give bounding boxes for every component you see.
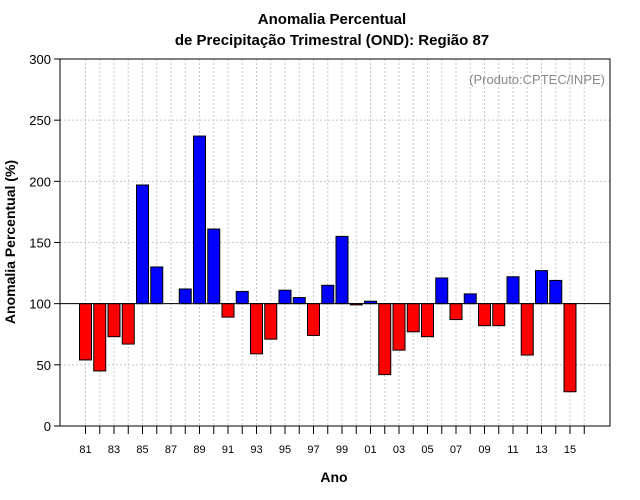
bar-90: [207, 228, 221, 305]
chart-title-line2: de Precipitação Trimestral (OND): Região…: [175, 32, 489, 49]
bar-83: [107, 303, 121, 338]
grid: [60, 59, 610, 426]
bar-97: [307, 303, 320, 336]
x-axis-title: Ano: [320, 469, 347, 485]
bar-04: [406, 303, 420, 333]
y-tick-label: 50: [37, 358, 51, 373]
bar-15: [563, 303, 577, 393]
x-tick-label: 87: [165, 444, 177, 456]
x-tick-label: 01: [364, 444, 376, 456]
x-tick-label: 97: [307, 444, 319, 456]
bar-89: [193, 135, 206, 305]
bar-10: [492, 303, 506, 327]
x-tick-label: 99: [336, 444, 348, 456]
bar-81: [79, 303, 92, 361]
y-tick-label: 100: [29, 297, 51, 312]
y-axis-title: Anomalia Percentual (%): [2, 160, 18, 324]
bar-02: [378, 303, 392, 376]
bar-82: [93, 303, 107, 372]
bar-05: [421, 303, 434, 338]
bar-93: [250, 303, 263, 355]
bar-94: [264, 303, 278, 340]
x-tick-label: 93: [250, 444, 262, 456]
bar-98: [321, 284, 335, 305]
bar-08: [463, 293, 477, 305]
x-tick-label: 13: [535, 444, 547, 456]
y-tick-label: 200: [29, 174, 51, 189]
bar-07: [449, 303, 463, 321]
x-tick-label: 95: [279, 444, 291, 456]
bar-14: [549, 279, 563, 305]
x-tick-label: 83: [108, 444, 120, 456]
bar-92: [235, 290, 249, 305]
bar-03: [392, 303, 406, 351]
x-tick-label: 09: [478, 444, 490, 456]
bar-09: [478, 303, 491, 327]
bar-88: [178, 288, 192, 305]
y-axis: 0 50 100 150 200 250 300: [29, 52, 60, 434]
x-tick-label: 85: [136, 444, 148, 456]
x-axis: 81 83 85 87 89 91 93 95 97 99 01 03 05 07 09 11 13 15: [79, 426, 585, 456]
bar-95: [278, 289, 292, 305]
bar-11: [506, 276, 520, 305]
bar-13: [535, 270, 548, 305]
bar-91: [221, 303, 235, 318]
x-tick-label: 15: [564, 444, 576, 456]
bar-84: [121, 303, 135, 345]
bar-85: [136, 184, 149, 305]
x-tick-label: 07: [450, 444, 462, 456]
bar-06: [435, 277, 449, 305]
y-tick-label: 150: [29, 236, 51, 251]
x-tick-label: 89: [193, 444, 205, 456]
bar-99: [335, 235, 349, 305]
y-tick-label: 0: [44, 419, 51, 434]
x-tick-label: 81: [79, 444, 91, 456]
chart-title-line1: Anomalia Percentual: [258, 11, 406, 28]
source-annotation: (Produto:CPTEC/INPE): [469, 72, 605, 87]
x-tick-label: 11: [507, 444, 518, 456]
x-tick-label: 91: [222, 444, 234, 456]
bar-86: [150, 266, 164, 305]
y-tick-label: 250: [29, 113, 51, 128]
x-tick-label: 03: [393, 444, 405, 456]
y-tick-label: 300: [29, 52, 51, 67]
bar-96: [292, 297, 306, 305]
x-tick-label: 05: [421, 444, 433, 456]
bar-12: [520, 303, 534, 356]
